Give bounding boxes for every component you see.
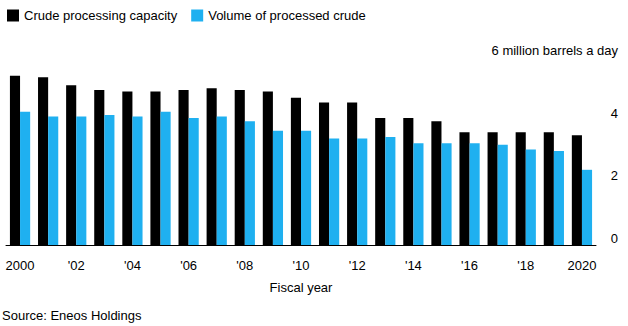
svg-text:'12: '12 bbox=[349, 258, 366, 273]
svg-text:'18: '18 bbox=[517, 258, 534, 273]
svg-text:Volume of processed crude: Volume of processed crude bbox=[208, 8, 366, 23]
svg-text:'04: '04 bbox=[124, 258, 141, 273]
svg-text:'02: '02 bbox=[68, 258, 85, 273]
svg-text:'10: '10 bbox=[293, 258, 310, 273]
svg-text:'06: '06 bbox=[180, 258, 197, 273]
svg-text:'08: '08 bbox=[236, 258, 253, 273]
svg-text:2: 2 bbox=[611, 168, 618, 183]
svg-text:2000: 2000 bbox=[6, 258, 35, 273]
svg-text:4: 4 bbox=[611, 106, 618, 121]
svg-text:0: 0 bbox=[611, 231, 618, 246]
svg-text:6 million barrels a day: 6 million barrels a day bbox=[492, 43, 619, 58]
svg-text:2020: 2020 bbox=[567, 258, 596, 273]
svg-text:Source: Eneos Holdings: Source: Eneos Holdings bbox=[2, 308, 142, 323]
svg-text:Fiscal year: Fiscal year bbox=[270, 280, 334, 295]
svg-text:Crude processing capacity: Crude processing capacity bbox=[24, 8, 178, 23]
svg-text:'14: '14 bbox=[405, 258, 422, 273]
svg-text:'16: '16 bbox=[461, 258, 478, 273]
